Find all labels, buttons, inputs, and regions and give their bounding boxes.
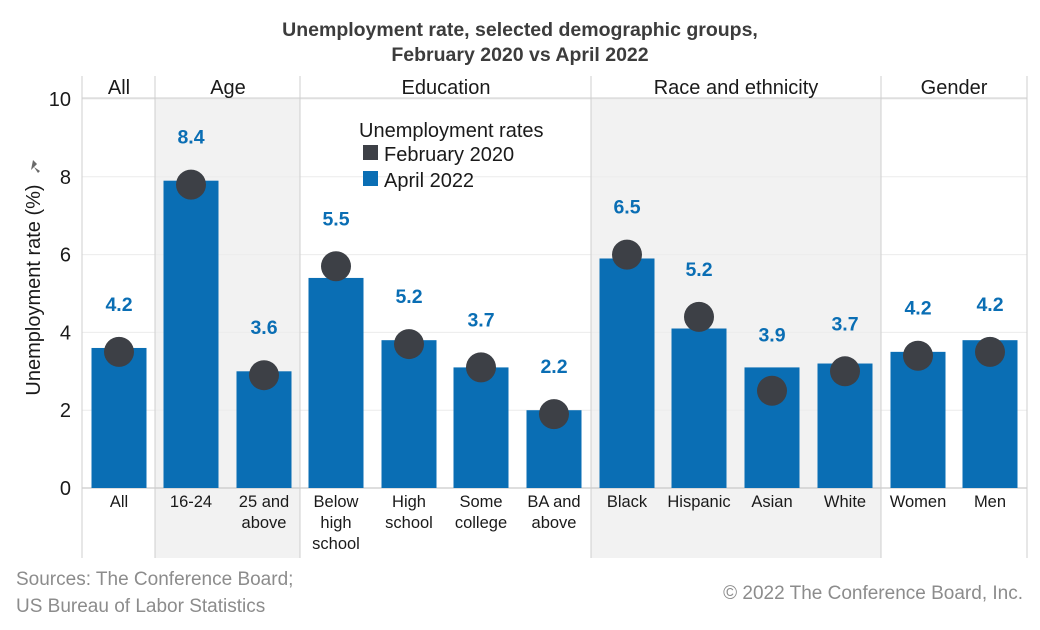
legend-swatch-april — [363, 171, 378, 186]
category-label: Below — [314, 493, 359, 511]
group-header: All — [108, 77, 130, 99]
y-tick-label: 4 — [60, 322, 71, 344]
bar — [890, 351, 946, 488]
category-label: school — [385, 514, 433, 532]
legend-item: April 2022 — [384, 170, 474, 192]
data-label: 5.2 — [395, 286, 422, 308]
category-label: Hispanic — [667, 493, 730, 511]
legend-title: Unemployment rates — [359, 120, 544, 142]
sources-note: US Bureau of Labor Statistics — [16, 596, 265, 617]
legend-swatch-february — [363, 145, 378, 160]
legend-item: February 2020 — [384, 144, 514, 166]
category-label: college — [455, 514, 507, 532]
category-label: BA and — [527, 493, 580, 511]
dot-marker — [104, 336, 134, 367]
sources-note: Sources: The Conference Board; — [16, 569, 293, 590]
dot-marker — [176, 169, 206, 200]
category-label: Black — [607, 493, 648, 511]
category-label: Men — [974, 493, 1006, 511]
category-label: above — [532, 514, 577, 532]
dot-marker — [903, 340, 933, 371]
category-label: High — [392, 493, 426, 511]
group-header: Gender — [921, 77, 988, 99]
data-label: 3.7 — [467, 309, 494, 331]
bar — [308, 277, 364, 488]
data-label: 3.7 — [831, 313, 858, 335]
bar — [236, 371, 292, 488]
y-tick-label: 0 — [60, 478, 71, 500]
data-label: 4.2 — [976, 294, 1003, 316]
copyright-note: © 2022 The Conference Board, Inc. — [723, 583, 1023, 604]
chart-title: February 2020 vs April 2022 — [391, 44, 648, 66]
category-label: Women — [890, 493, 947, 511]
category-label: high — [320, 514, 351, 532]
pin-icon — [31, 160, 40, 173]
data-label: 8.4 — [177, 127, 204, 149]
category-label: school — [312, 535, 360, 553]
bar — [163, 180, 219, 488]
dot-marker — [321, 251, 351, 282]
group-header: Age — [210, 77, 246, 99]
category-label: above — [242, 514, 287, 532]
bar — [599, 258, 655, 488]
group-header: Education — [402, 77, 491, 99]
data-label: 2.2 — [540, 356, 567, 378]
y-tick-label: 2 — [60, 400, 71, 422]
y-tick-label: 6 — [60, 245, 71, 267]
data-label: 6.5 — [613, 197, 640, 219]
chart-title: Unemployment rate, selected demographic … — [282, 19, 758, 41]
bar — [91, 347, 147, 488]
dot-marker — [684, 301, 714, 332]
y-tick-label: 8 — [60, 167, 71, 189]
y-tick-label: 10 — [49, 89, 71, 111]
data-label: 5.2 — [685, 259, 712, 281]
bar — [381, 340, 437, 488]
data-label: 3.6 — [250, 317, 277, 339]
dot-marker — [612, 239, 642, 270]
category-label: 25 and — [239, 493, 289, 511]
group-header: Race and ethnicity — [654, 77, 819, 99]
data-label: 4.2 — [904, 298, 931, 320]
data-label: 3.9 — [758, 324, 785, 346]
category-label: All — [110, 493, 128, 511]
category-label: Asian — [751, 493, 792, 511]
dot-marker — [975, 336, 1005, 367]
category-label: Some — [459, 493, 502, 511]
dot-marker — [466, 352, 496, 383]
category-label: White — [824, 493, 866, 511]
y-axis-label: Unemployment rate (%) — [23, 184, 45, 395]
dot-marker — [830, 356, 860, 387]
data-label: 5.5 — [322, 208, 349, 230]
bar — [671, 328, 727, 488]
dot-marker — [394, 329, 424, 360]
dot-marker — [539, 399, 569, 430]
dot-marker — [249, 360, 279, 391]
data-label: 4.2 — [105, 294, 132, 316]
category-label: 16-24 — [170, 493, 212, 511]
bar — [453, 367, 509, 488]
dot-marker — [757, 375, 787, 406]
